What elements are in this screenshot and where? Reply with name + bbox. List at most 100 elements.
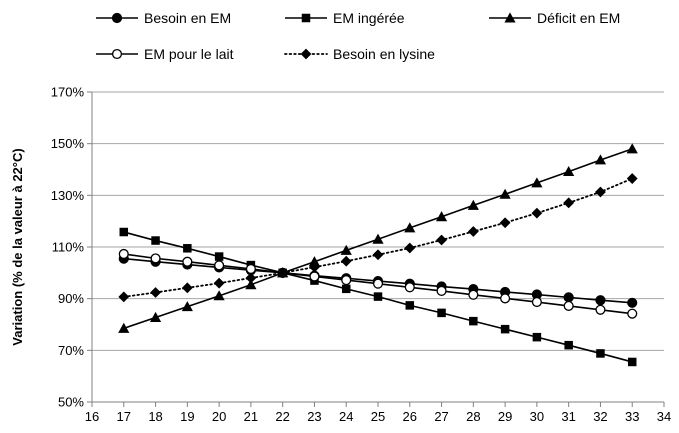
legend-marker	[111, 48, 123, 60]
data-point	[214, 260, 225, 271]
data-point	[500, 293, 511, 304]
x-tick-label: 22	[275, 409, 289, 424]
data-point	[595, 186, 606, 198]
x-tick-label: 28	[466, 409, 480, 424]
data-point	[500, 324, 510, 334]
y-tick-label: 130%	[51, 188, 85, 203]
data-point	[627, 297, 638, 308]
data-point	[469, 316, 478, 326]
y-tick-label: 90%	[58, 291, 84, 306]
legend: Besoin en EM EM ingérée Déficit en EM EM po…	[96, 10, 620, 62]
data-point	[467, 226, 479, 237]
data-point	[436, 234, 447, 246]
legend-item: Déficit en EM	[489, 10, 620, 26]
y-tick-label: 150%	[51, 136, 85, 151]
data-point	[595, 295, 606, 306]
data-point	[627, 357, 637, 367]
data-point	[372, 278, 384, 289]
x-tick-label: 18	[148, 409, 162, 424]
data-point	[531, 296, 542, 308]
data-point	[563, 165, 575, 177]
legend-item: Besoin en lysine	[284, 46, 435, 62]
data-point	[499, 217, 511, 229]
x-tick-label: 19	[180, 409, 194, 424]
data-point	[340, 244, 352, 255]
data-point	[118, 322, 130, 333]
data-point	[372, 233, 384, 244]
data-point	[245, 272, 257, 284]
data-point	[149, 311, 162, 323]
data-point	[437, 308, 446, 318]
data-point	[595, 304, 606, 315]
data-point	[373, 292, 383, 301]
x-tick-label: 30	[530, 409, 544, 424]
data-point	[563, 300, 574, 311]
legend-label: Besoin en EM	[144, 10, 231, 26]
data-point	[404, 242, 416, 254]
legend-marker	[111, 12, 123, 24]
data-point	[404, 282, 415, 293]
data-point	[563, 197, 575, 209]
x-tick-label: 21	[244, 409, 258, 424]
data-point	[499, 188, 511, 199]
data-point	[435, 211, 448, 222]
y-tick-labels: 50% 70% 90% 110% 130% 150% 170%	[51, 85, 85, 410]
x-tick-label: 32	[593, 409, 607, 424]
data-point	[119, 227, 129, 237]
data-point	[214, 252, 224, 261]
series-group	[118, 143, 638, 367]
data-point	[181, 301, 193, 312]
legend-label: Besoin en lysine	[333, 46, 435, 62]
data-point	[150, 287, 161, 298]
data-point	[531, 207, 543, 219]
x-tick-label: 31	[561, 409, 575, 424]
legend-label: Déficit en EM	[537, 10, 620, 26]
data-point	[372, 249, 384, 261]
data-point	[277, 267, 289, 279]
legend-marker	[300, 48, 312, 60]
data-point	[308, 256, 321, 267]
x-tick-label: 26	[403, 409, 417, 424]
data-point	[564, 340, 573, 350]
legend-label: EM pour le lait	[144, 46, 234, 62]
x-tick-label: 17	[117, 409, 131, 424]
x-tick-label: 29	[498, 409, 512, 424]
data-point	[213, 290, 225, 301]
legend-marker	[504, 12, 516, 23]
data-point	[309, 271, 320, 282]
data-point	[341, 284, 351, 294]
gridlines	[92, 91, 664, 351]
data-point	[118, 291, 130, 303]
legend-item: EM ingérée	[285, 10, 405, 26]
legend-marker	[301, 13, 311, 23]
y-tick-label: 170%	[51, 85, 85, 100]
data-point	[467, 199, 479, 210]
series-1	[119, 227, 637, 367]
data-point	[436, 285, 447, 296]
y-tick-label: 70%	[58, 343, 84, 358]
legend-label: EM ingérée	[333, 10, 405, 26]
data-point	[596, 349, 605, 358]
data-point	[150, 253, 161, 264]
x-tick-label: 25	[371, 409, 385, 424]
data-point	[531, 177, 543, 188]
data-point	[404, 222, 416, 233]
x-tick-label: 24	[339, 409, 353, 424]
legend-item: Besoin en EM	[96, 10, 231, 26]
data-point	[309, 261, 320, 273]
data-point	[626, 173, 638, 184]
data-point	[405, 301, 415, 310]
y-axis-label: Variation (% de la valeur à 22°C)	[10, 148, 25, 345]
data-point	[245, 279, 257, 290]
x-tick-labels: 16 17 18 19 20 21 22 23 24 25 26 27 28 29 30 31 32 33 34	[85, 409, 671, 424]
data-point	[341, 275, 352, 286]
x-tick-label: 27	[434, 409, 448, 424]
data-point	[118, 248, 129, 260]
y-tick-label: 50%	[58, 395, 84, 410]
data-point	[151, 236, 160, 245]
data-point	[181, 282, 193, 294]
x-tick-label: 16	[85, 409, 99, 424]
legend-item: EM pour le lait	[96, 46, 234, 62]
data-point	[340, 255, 352, 267]
